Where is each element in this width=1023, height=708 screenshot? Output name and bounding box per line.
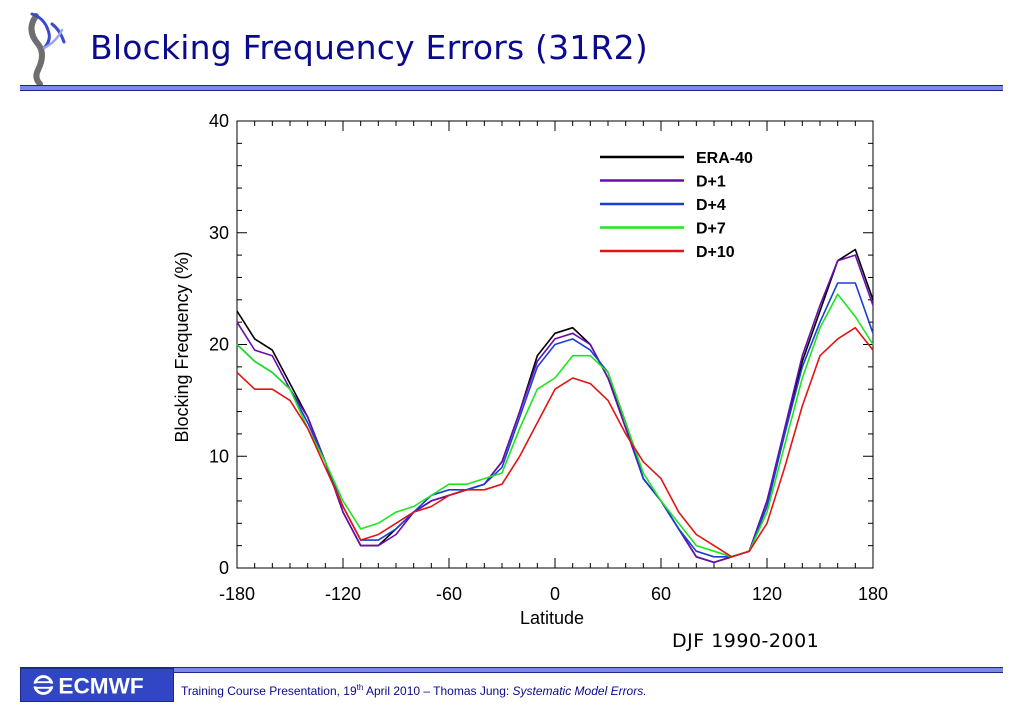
footer-superscript: th — [356, 683, 364, 692]
title-divider — [20, 85, 1003, 91]
x-tick-label: 180 — [858, 584, 888, 604]
ecmwf-logo: ECMWF — [20, 668, 174, 702]
x-tick-label: -60 — [436, 584, 462, 604]
legend-label: D+7 — [696, 221, 726, 238]
y-tick-label: 40 — [209, 111, 229, 131]
x-axis-label: Latitude — [520, 608, 584, 628]
legend-label: ERA-40 — [696, 150, 753, 167]
x-tick-label: 120 — [752, 584, 782, 604]
legend-label: D+10 — [696, 244, 735, 261]
period-label: DJF 1990-2001 — [672, 630, 820, 652]
footer-prefix: Training Course Presentation, 19 — [181, 684, 357, 698]
legend-label: D+4 — [696, 197, 726, 214]
y-tick-label: 10 — [209, 446, 229, 466]
legend-label: D+1 — [696, 174, 726, 191]
y-tick-label: 20 — [209, 335, 229, 355]
series-line-d-7 — [236, 293, 874, 558]
chart-legend: ERA-40 D+1 D+4 D+7 D+10 — [600, 150, 753, 261]
series-line-d-1 — [236, 254, 874, 564]
series-line-d-4 — [236, 282, 874, 558]
y-tick-label: 0 — [219, 558, 229, 578]
x-tick-label: -180 — [219, 584, 255, 604]
chart-series — [236, 248, 874, 564]
footer-italic: Systematic Model Errors. — [512, 684, 647, 698]
series-line-d-10 — [236, 326, 874, 558]
chart-axes: -180 -120 -60 0 60 120 180 0 10 20 30 40 — [209, 111, 888, 604]
footer-credit: Training Course Presentation, 19th April… — [181, 683, 647, 698]
footer-divider — [20, 667, 1003, 673]
y-tick-label: 30 — [209, 223, 229, 243]
slide-title: Blocking Frequency Errors (31R2) — [90, 28, 648, 67]
y-axis-label: Blocking Frequency (%) — [172, 251, 192, 442]
x-tick-label: -120 — [325, 584, 361, 604]
series-line-era-40 — [236, 248, 874, 564]
x-tick-label: 0 — [550, 584, 560, 604]
logo-wordmark: ECMWF — [58, 673, 143, 698]
x-tick-label: 60 — [651, 584, 671, 604]
slide-logo — [28, 12, 66, 86]
footer-middle: April 2010 – Thomas Jung: — [363, 684, 513, 698]
